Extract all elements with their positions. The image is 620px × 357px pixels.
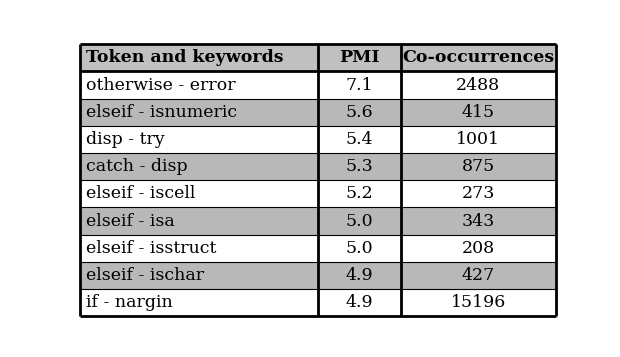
Bar [317, 44, 401, 71]
Bar [401, 207, 556, 235]
Text: Token and keywords: Token and keywords [86, 49, 283, 66]
Bar [80, 180, 317, 207]
Bar [80, 262, 317, 289]
Text: 5.2: 5.2 [345, 185, 373, 202]
Text: 5.0: 5.0 [345, 240, 373, 257]
Text: 427: 427 [462, 267, 495, 284]
Bar [401, 262, 556, 289]
Text: 5.0: 5.0 [345, 213, 373, 230]
Text: 2488: 2488 [456, 76, 500, 94]
Bar [80, 235, 317, 262]
Bar [401, 126, 556, 153]
Bar [401, 71, 556, 99]
Text: 1001: 1001 [456, 131, 500, 148]
Bar [401, 153, 556, 180]
Text: 5.4: 5.4 [345, 131, 373, 148]
Bar [317, 180, 401, 207]
Text: 7.1: 7.1 [345, 76, 373, 94]
Bar [80, 71, 317, 99]
Text: 5.6: 5.6 [345, 104, 373, 121]
Text: disp - try: disp - try [86, 131, 164, 148]
Text: 15196: 15196 [451, 294, 506, 311]
Text: elseif - ischar: elseif - ischar [86, 267, 204, 284]
Bar [317, 207, 401, 235]
Bar [80, 153, 317, 180]
Text: otherwise - error: otherwise - error [86, 76, 235, 94]
Bar [317, 153, 401, 180]
Text: 5.3: 5.3 [345, 158, 373, 175]
Text: 343: 343 [462, 213, 495, 230]
Text: 4.9: 4.9 [345, 294, 373, 311]
Bar [401, 180, 556, 207]
Bar [80, 289, 317, 316]
Text: 875: 875 [462, 158, 495, 175]
Text: if - nargin: if - nargin [86, 294, 172, 311]
Bar [317, 289, 401, 316]
Text: PMI: PMI [339, 49, 379, 66]
Bar [317, 235, 401, 262]
Text: 273: 273 [462, 185, 495, 202]
Text: catch - disp: catch - disp [86, 158, 187, 175]
Text: elseif - isnumeric: elseif - isnumeric [86, 104, 237, 121]
Bar [401, 44, 556, 71]
Text: 415: 415 [462, 104, 495, 121]
Bar [401, 289, 556, 316]
Text: elseif - iscell: elseif - iscell [86, 185, 195, 202]
Bar [80, 207, 317, 235]
Bar [80, 126, 317, 153]
Text: 208: 208 [462, 240, 495, 257]
Bar [401, 235, 556, 262]
Bar [317, 99, 401, 126]
Bar [317, 262, 401, 289]
Text: elseif - isstruct: elseif - isstruct [86, 240, 216, 257]
Text: 4.9: 4.9 [345, 267, 373, 284]
Bar [317, 71, 401, 99]
Bar [80, 99, 317, 126]
Text: elseif - isa: elseif - isa [86, 213, 174, 230]
Bar [317, 126, 401, 153]
Text: Co-occurrences: Co-occurrences [402, 49, 554, 66]
Bar [80, 44, 317, 71]
Bar [401, 99, 556, 126]
